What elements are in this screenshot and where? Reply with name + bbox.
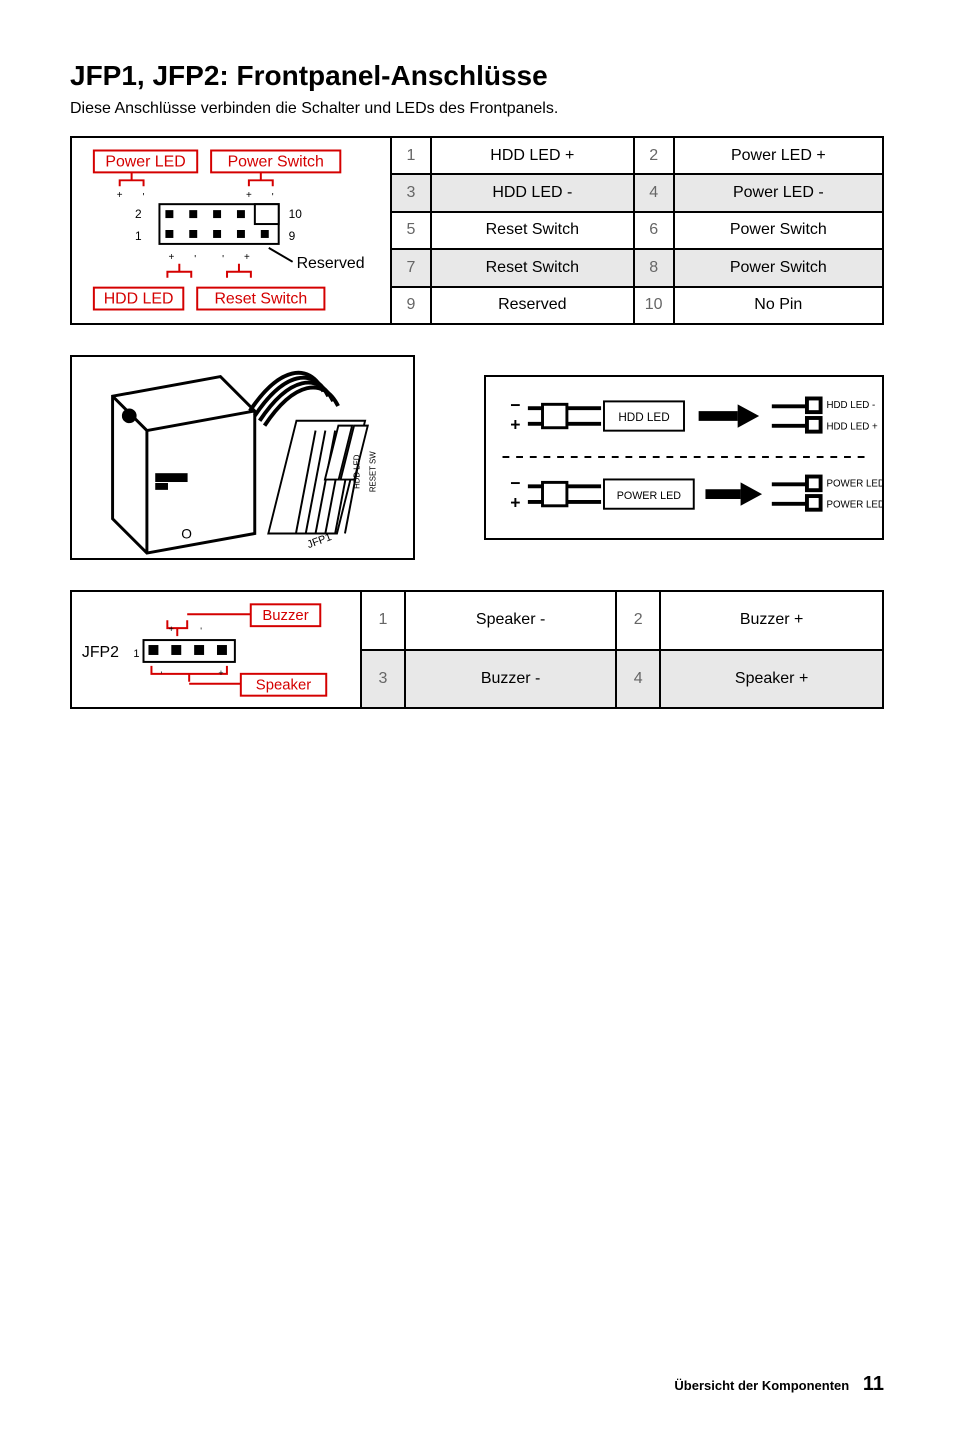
svg-text:1: 1 xyxy=(133,648,139,660)
svg-text:POWER LED: POWER LED xyxy=(617,490,682,502)
svg-text:JFP2: JFP2 xyxy=(82,644,119,661)
power-led-label: Power LED xyxy=(105,153,185,170)
svg-text:+: + xyxy=(246,190,252,201)
page-title: JFP1, JFP2: Frontpanel-Anschlüsse xyxy=(70,60,884,92)
svg-text:POWER LED -: POWER LED - xyxy=(826,478,882,489)
svg-text:10: 10 xyxy=(289,207,303,221)
svg-text:': ' xyxy=(222,254,224,265)
power-switch-label: Power Switch xyxy=(228,153,324,170)
svg-text:HDD LED -: HDD LED - xyxy=(826,400,875,411)
table-row: 3HDD LED -4Power LED - xyxy=(391,174,883,211)
svg-text:O: O xyxy=(181,526,192,541)
table-row: 1Speaker -2Buzzer + xyxy=(361,591,883,650)
jfp1-row: Power LED Power Switch + ' + ' 2 1 10 9 xyxy=(70,136,884,325)
page-footer: Übersicht der Komponenten 11 xyxy=(674,1373,884,1396)
svg-text:+: + xyxy=(218,668,223,678)
svg-text:HDD LED: HDD LED xyxy=(618,411,669,424)
svg-text:': ' xyxy=(272,192,274,203)
svg-text:POWER LED +: POWER LED + xyxy=(826,500,882,511)
svg-text:': ' xyxy=(143,192,145,203)
svg-text:HDD LED +: HDD LED + xyxy=(826,422,878,433)
buzzer-label: Buzzer xyxy=(262,608,308,624)
svg-text:+: + xyxy=(510,493,520,513)
svg-text:1: 1 xyxy=(135,229,142,243)
svg-text:−: − xyxy=(510,395,520,415)
table-row: 7Reset Switch8Power Switch xyxy=(391,249,883,286)
reserved-label: Reserved xyxy=(297,255,365,272)
svg-text:+: + xyxy=(117,190,123,201)
table-row: 9Reserved10No Pin xyxy=(391,287,883,324)
svg-text:9: 9 xyxy=(289,229,296,243)
svg-text:HDD LED: HDD LED xyxy=(353,454,362,489)
svg-text:2: 2 xyxy=(135,207,142,221)
jfp2-diagram: JFP2 1 + ' Buzzer + ' xyxy=(70,590,360,709)
svg-text:+: + xyxy=(168,252,174,263)
svg-text:RESET SW: RESET SW xyxy=(368,451,377,492)
jfp1-pin-table: 1HDD LED +2Power LED +3HDD LED -4Power L… xyxy=(390,136,884,325)
table-row: 3Buzzer -4Speaker + xyxy=(361,650,883,709)
jfp2-pin-table: 1Speaker -2Buzzer +3Buzzer -4Speaker + xyxy=(360,590,884,709)
table-row: 5Reset Switch6Power Switch xyxy=(391,212,883,249)
svg-text:': ' xyxy=(194,254,196,265)
svg-text:': ' xyxy=(161,670,163,680)
hdd-led-label: HDD LED xyxy=(104,291,174,308)
mid-illustration: O xyxy=(70,355,884,560)
speaker-label: Speaker xyxy=(256,678,311,694)
svg-text:+: + xyxy=(510,415,520,435)
case-diagram: O xyxy=(70,355,415,560)
svg-text:−: − xyxy=(510,473,520,493)
led-diagram: − + HDD LED xyxy=(484,375,884,540)
svg-text:+: + xyxy=(244,252,250,263)
svg-text:': ' xyxy=(200,626,202,636)
jfp2-row: JFP2 1 + ' Buzzer + ' xyxy=(70,590,884,709)
table-row: 1HDD LED +2Power LED + xyxy=(391,137,883,174)
reset-switch-label: Reset Switch xyxy=(214,291,307,308)
svg-text:+: + xyxy=(169,624,174,634)
jfp1-diagram: Power LED Power Switch + ' + ' 2 1 10 9 xyxy=(70,136,390,325)
page-subtitle: Diese Anschlüsse verbinden die Schalter … xyxy=(70,100,884,118)
